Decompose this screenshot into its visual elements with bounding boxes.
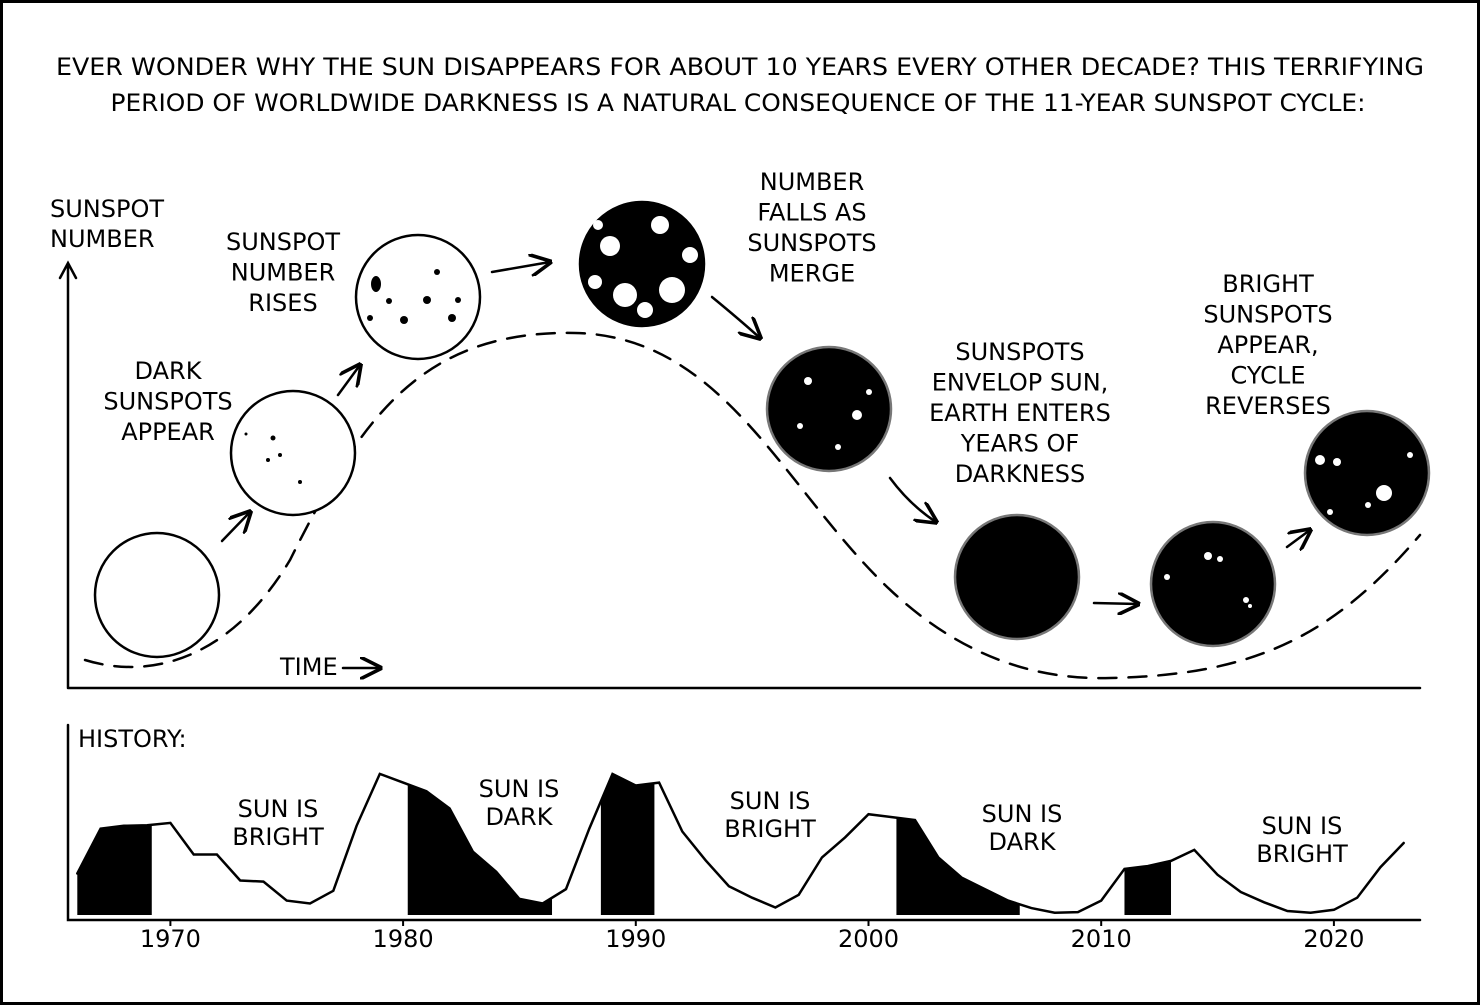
axes bbox=[66, 723, 1422, 922]
annotation: SUN IS bbox=[238, 795, 319, 823]
dark-period bbox=[600, 773, 655, 915]
caption-line: FALLS AS bbox=[757, 199, 866, 227]
trend-curve bbox=[83, 331, 1422, 680]
caption-line: SUNSPOTS bbox=[103, 388, 232, 416]
caption-line: RISES bbox=[248, 289, 317, 317]
sunspot-line bbox=[76, 772, 1405, 914]
annotation: SUN IS bbox=[1262, 812, 1343, 840]
caption-line: REVERSES bbox=[1205, 392, 1331, 420]
caption-line: NUMBER bbox=[231, 259, 336, 287]
caption-line: CYCLE bbox=[1231, 362, 1306, 390]
chart-title: HISTORY: bbox=[78, 725, 187, 753]
caption-line: BRIGHT bbox=[1222, 270, 1314, 298]
x-tick-label: 2000 bbox=[838, 925, 899, 953]
x-tick-label: 2010 bbox=[1071, 925, 1132, 953]
suns bbox=[93, 200, 1431, 659]
caption-line: APPEAR bbox=[121, 418, 215, 446]
title-line: PERIOD OF WORLDWIDE DARKNESS IS A NATURA… bbox=[111, 89, 1366, 117]
annotation: SUN IS bbox=[479, 775, 560, 803]
axes bbox=[58, 260, 1422, 690]
y-axis-label: SUNSPOT bbox=[50, 195, 164, 223]
caption-line: YEARS OF bbox=[960, 430, 1079, 458]
annotation: BRIGHT bbox=[724, 815, 816, 843]
annotation: BRIGHT bbox=[1256, 840, 1348, 868]
x-tick-label: 1980 bbox=[373, 925, 434, 953]
annotation: SUN IS bbox=[982, 800, 1063, 828]
caption-line: SUNSPOTS bbox=[747, 229, 876, 257]
caption-line: MERGE bbox=[769, 260, 855, 288]
diagram: SUNSPOT NUMBER TIME DARKSUNSPOTSAPPEARSU… bbox=[50, 168, 1431, 690]
caption-line: DARKNESS bbox=[955, 460, 1085, 488]
x-tick-label: 1970 bbox=[140, 925, 201, 953]
caption-line: EARTH ENTERS bbox=[929, 399, 1111, 427]
y-axis-label: NUMBER bbox=[50, 225, 155, 253]
caption-line: SUNSPOTS bbox=[955, 338, 1084, 366]
title-line: EVER WONDER WHY THE SUN DISAPPEARS FOR A… bbox=[56, 53, 1424, 81]
annotation: SUN IS bbox=[730, 787, 811, 815]
x-tick-label: 1990 bbox=[605, 925, 666, 953]
x-tick-label: 2020 bbox=[1303, 925, 1364, 953]
x-axis-label: TIME bbox=[279, 653, 338, 681]
arrows bbox=[220, 262, 1310, 604]
caption-line: DARK bbox=[135, 357, 203, 385]
captions: DARKSUNSPOTSAPPEARSUNSPOTNUMBERRISESNUMB… bbox=[103, 168, 1332, 488]
caption-line: SUNSPOTS bbox=[1203, 301, 1332, 329]
annotation: DARK bbox=[989, 828, 1057, 856]
annotation: DARK bbox=[486, 803, 554, 831]
caption-line: SUNSPOT bbox=[226, 228, 340, 256]
annotation: BRIGHT bbox=[232, 823, 324, 851]
caption-line: NUMBER bbox=[760, 168, 865, 196]
caption-line: APPEAR, bbox=[1217, 331, 1318, 359]
caption-line: ENVELOP SUN, bbox=[932, 369, 1109, 397]
